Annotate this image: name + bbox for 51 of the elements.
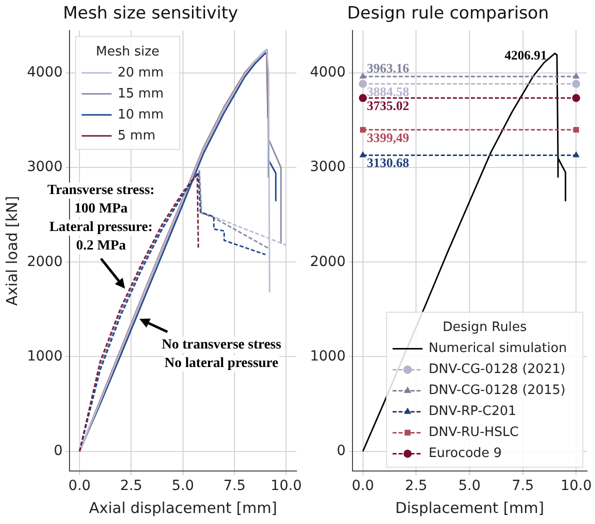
y-tick-label: 1000 [26,348,63,364]
y-tick-label: 4000 [310,64,346,81]
legend-title: Design Rules [442,320,527,336]
data-label: 4206.91 [504,47,547,62]
data-label: 3399,49 [366,130,410,145]
chart-title: Design rule comparison [347,4,549,24]
y-tick-label: 0 [336,442,346,459]
legend-label: 5 mm [118,128,156,144]
legend-label: DNV-RU-HSLC [428,425,519,440]
x-tick-label: 2.5 [405,478,428,494]
legend-label: DNV-CG-0128 (2021) [428,362,566,378]
x-tick-label: 7.5 [223,478,246,494]
x-tick-label: 7.5 [512,478,534,494]
point [358,94,367,102]
point [358,80,367,88]
y-tick-label: 2000 [26,254,63,270]
y-axis-title: Axial load [kN] [2,196,21,306]
x-tick-label: 10.0 [560,478,592,494]
legend-label: Numerical simulation [428,341,567,356]
legend-title: Mesh size [96,44,160,60]
y-tick-label: 1000 [310,348,346,364]
x-tick-label: 0.0 [68,478,91,494]
legend-label: 15 mm [118,86,164,102]
point [572,94,580,102]
y-tick-label: 0 [54,442,63,459]
legend-label: 10 mm [118,107,164,122]
annotation: Transverse stress: 100 MPa Lateral pressure: 0.2 MPa [47,183,155,254]
data-label: 3735.02 [366,98,410,114]
x-tick-label: 5.0 [172,478,194,494]
x-tick-label: 10.0 [270,478,302,494]
chart-title: Mesh size sensitivity [62,4,238,24]
legend-label: DNV-CG-0128 (2015) [428,383,566,398]
legend-label: DNV-RP-C201 [428,404,516,420]
y-tick-label: 2000 [310,254,346,270]
data-label: 3884.58 [366,84,410,99]
x-axis-title: Axial displacement [mm] [88,498,278,517]
x-axis-title: Displacement [mm] [395,498,544,517]
y-tick-label: 3000 [310,159,346,176]
x-tick-label: 0.0 [352,478,374,494]
point [572,80,580,88]
legend-label: 20 mm [118,65,164,80]
x-tick-label: 2.5 [120,478,142,494]
legend-label: Eurocode 9 [428,446,502,462]
y-tick-label: 3000 [26,159,63,176]
data-label: 3130.68 [366,155,410,170]
annotation: No transverse stress No lateral pressure [162,338,282,372]
data-label: 3963.16 [366,60,410,76]
point [573,126,579,133]
point [360,126,366,133]
y-tick-label: 4000 [26,64,63,81]
x-tick-label: 5.0 [458,478,481,494]
